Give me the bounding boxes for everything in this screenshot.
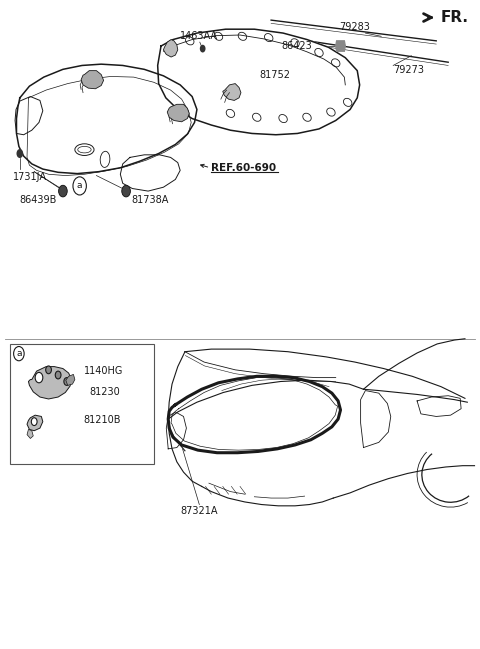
Text: a: a [16,349,22,358]
Polygon shape [16,64,197,173]
Polygon shape [167,104,189,122]
Text: 79283: 79283 [339,22,370,32]
Polygon shape [27,415,43,431]
Polygon shape [27,430,33,439]
Text: FR.: FR. [441,10,469,25]
Text: 1140HG: 1140HG [84,366,124,376]
Polygon shape [28,367,72,399]
Circle shape [59,185,67,197]
Circle shape [122,185,131,197]
Circle shape [73,177,86,195]
Circle shape [59,185,67,197]
Text: 86439B: 86439B [20,195,57,205]
Circle shape [122,185,131,197]
Text: REF.60-690: REF.60-690 [211,163,276,173]
Circle shape [16,149,23,158]
Polygon shape [66,374,75,386]
Polygon shape [157,29,360,135]
Text: 87321A: 87321A [180,506,218,516]
Polygon shape [223,84,241,101]
Circle shape [35,373,43,383]
Text: a: a [77,182,83,190]
Circle shape [64,378,70,386]
Circle shape [46,366,51,374]
Circle shape [13,347,24,361]
Text: 81230: 81230 [89,387,120,397]
Text: 1731JA: 1731JA [12,172,47,182]
Text: 81738A: 81738A [131,195,168,205]
Bar [10,344,154,464]
Text: 81752: 81752 [259,69,290,80]
Circle shape [200,45,205,53]
Polygon shape [81,71,104,89]
Polygon shape [163,40,178,57]
Text: 1463AA: 1463AA [180,31,218,41]
Circle shape [55,371,61,379]
Circle shape [31,418,37,426]
Text: 81210B: 81210B [83,415,120,425]
Text: 86423: 86423 [281,41,312,51]
Polygon shape [336,41,345,51]
Text: 79273: 79273 [393,66,424,75]
